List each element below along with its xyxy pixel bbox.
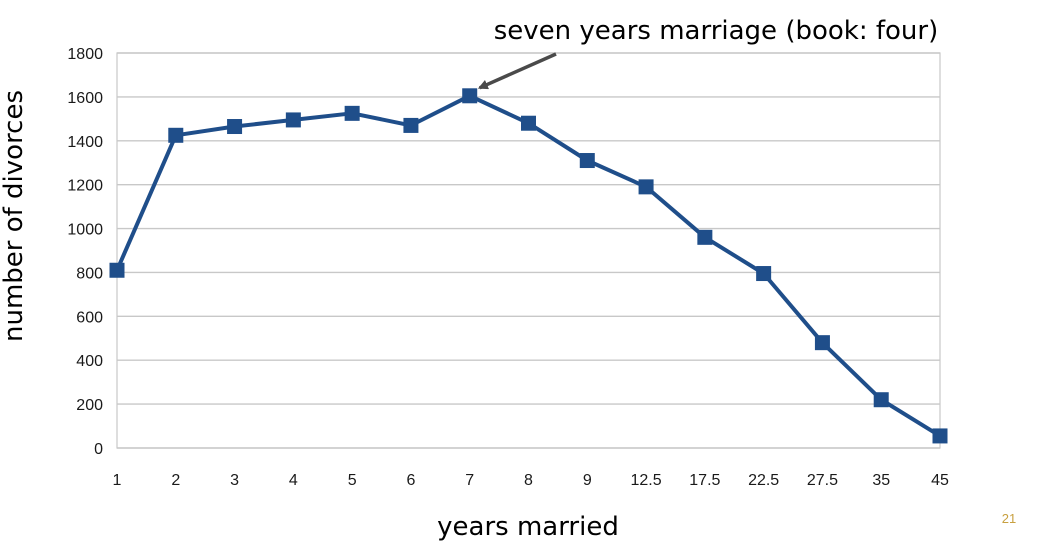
annotation-arrow [477,52,557,90]
x-axis-title: years married [437,512,619,542]
data-point [168,127,184,143]
data-point [579,153,595,169]
y-tick-label: 1800 [67,46,103,63]
x-tick-label: 6 [406,472,415,489]
x-tick-label: 9 [583,472,592,489]
y-tick-label: 0 [94,441,103,458]
data-point [697,229,713,245]
y-tick-label: 1000 [67,222,103,239]
y-tick-label: 1400 [67,134,103,151]
annotation-text: seven years marriage (book: four) [494,16,939,46]
x-tick-label: 45 [931,472,949,489]
y-tick-label: 200 [76,397,103,414]
x-tick-label: 2 [171,472,180,489]
y-tick-labels: 0 200 400 600 800 1000 1200 1400 1600 1800 [67,46,103,458]
series-group [109,88,948,444]
plot-frame [116,52,941,449]
x-tick-label: 8 [524,472,533,489]
y-axis-title: number of divorces [0,90,29,342]
data-point [109,262,125,278]
x-tick-label: 1 [113,472,122,489]
plot-border [116,52,941,449]
annotation-group: seven years marriage (book: four) [477,16,939,90]
data-point [814,335,830,351]
data-point [227,119,243,135]
series-line [115,93,942,438]
x-tick-label: 35 [872,472,890,489]
grid-lines [117,52,940,449]
y-tick-label: 800 [76,265,103,282]
x-tick-label: 22.5 [748,472,779,489]
data-point [873,392,889,408]
x-tick-label: 27.5 [807,472,838,489]
y-tick-label: 400 [76,353,103,370]
data-point [638,179,654,195]
data-point [462,88,478,104]
page-number: 21 [1002,511,1016,526]
data-point [521,115,536,131]
y-tick-label: 1200 [67,178,103,195]
x-tick-label: 12.5 [631,472,662,489]
x-tick-label: 4 [289,472,298,489]
data-point [285,112,301,128]
x-tick-label: 17.5 [689,472,720,489]
x-tick-label: 3 [230,472,239,489]
y-tick-label: 600 [76,309,103,326]
data-point [756,266,772,282]
x-tick-label: 7 [465,472,474,489]
data-point [403,117,419,133]
x-tick-labels: 1 2 3 4 5 6 7 8 9 12.5 17.5 22.5 27.5 35 45 [113,472,949,489]
data-point [344,105,360,121]
y-tick-label: 1600 [67,90,103,107]
data-point [932,428,948,444]
x-tick-label: 5 [348,472,357,489]
